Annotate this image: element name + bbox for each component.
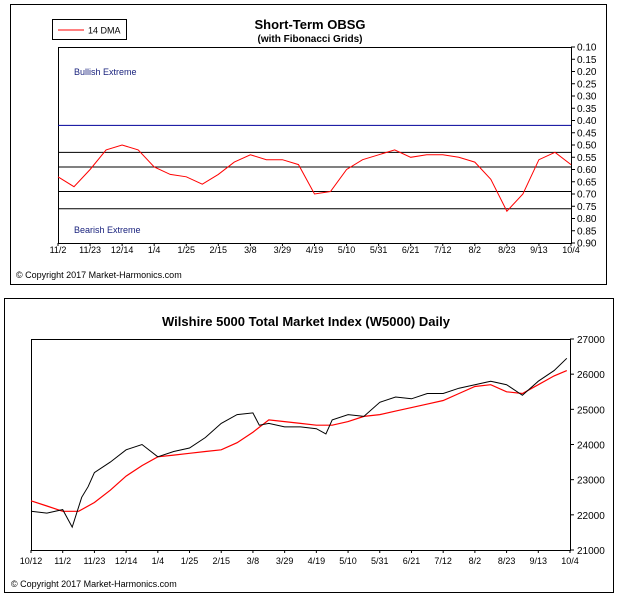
w5000-ytick-label-3: 24000 — [577, 441, 605, 452]
w5000-moving-average-line — [30, 370, 568, 512]
w5000-xtick-label-10: 5/10 — [339, 556, 357, 566]
obsg-14dma-series-line — [57, 144, 572, 213]
obsg-ytick-label-12: 0.70 — [577, 190, 597, 201]
w5000-ytick-label-1: 22000 — [577, 511, 605, 522]
w5000-xtick-label-5: 1/25 — [181, 556, 199, 566]
obsg-ytick-label-6: 0.40 — [577, 116, 597, 127]
w5000-xtick-label-1: 11/2 — [54, 556, 71, 566]
obsg-xtick-label-14: 8/23 — [498, 245, 516, 255]
obsg-xtick-label-15: 9/13 — [530, 245, 548, 255]
w5000-ytick-label-2: 23000 — [577, 476, 605, 487]
obsg-xtick-label-9: 5/10 — [338, 245, 356, 255]
obsg-plot-area — [58, 47, 572, 244]
w5000-xtick-label-13: 7/12 — [434, 556, 452, 566]
w5000-price-line — [30, 357, 568, 529]
obsg-ytick-label-16: 0.90 — [577, 239, 597, 250]
w5000-xtick-label-14: 8/2 — [469, 556, 482, 566]
w5000-xtick-label-8: 3/29 — [276, 556, 294, 566]
obsg-xtick-label-12: 7/12 — [434, 245, 452, 255]
obsg-ytick-label-10: 0.60 — [577, 165, 597, 176]
w5000-y-axis: 21000 22000 23000 24000 25000 26000 27000 — [570, 335, 605, 557]
w5000-xtick-label-16: 9/13 — [530, 556, 548, 566]
obsg-xtick-label-5: 2/15 — [210, 245, 228, 255]
obsg-title: Short-Term OBSG — [255, 17, 366, 32]
obsg-xtick-label-2: 12/14 — [111, 245, 134, 255]
obsg-xtick-label-10: 5/31 — [370, 245, 388, 255]
w5000-xtick-label-4: 1/4 — [152, 556, 165, 566]
w5000-ytick-label-0: 21000 — [577, 546, 605, 557]
bearish-extreme-label: Bearish Extreme — [74, 225, 141, 235]
obsg-xtick-label-16: 10/4 — [562, 245, 580, 255]
w5000-xtick-label-7: 3/8 — [247, 556, 260, 566]
w5000-title: Wilshire 5000 Total Market Index (W5000)… — [162, 314, 451, 329]
obsg-ytick-label-5: 0.35 — [577, 104, 597, 115]
obsg-ytick-label-11: 0.65 — [577, 177, 597, 188]
w5000-plot-area — [31, 339, 571, 551]
obsg-ytick-label-7: 0.45 — [577, 128, 597, 139]
obsg-xtick-label-6: 3/8 — [244, 245, 257, 255]
obsg-legend-label: 14 DMA — [88, 26, 121, 36]
w5000-ytick-label-5: 26000 — [577, 370, 605, 381]
w5000-xtick-label-11: 5/31 — [371, 556, 389, 566]
obsg-ytick-label-1: 0.15 — [577, 55, 597, 66]
obsg-ytick-label-9: 0.55 — [577, 153, 597, 164]
w5000-xtick-label-17: 10/4 — [561, 556, 579, 566]
w5000-xtick-label-0: 10/12 — [20, 556, 43, 566]
w5000-xtick-label-12: 6/21 — [403, 556, 421, 566]
w5000-ytick-label-6: 27000 — [577, 335, 605, 346]
w5000-xtick-label-2: 11/23 — [83, 556, 105, 566]
w5000-xtick-label-3: 12/14 — [115, 556, 138, 566]
w5000-copyright: © Copyright 2017 Market-Harmonics.com — [11, 579, 177, 589]
obsg-xtick-label-11: 6/21 — [402, 245, 420, 255]
obsg-ytick-label-8: 0.50 — [577, 141, 597, 152]
obsg-ytick-label-14: 0.80 — [577, 214, 597, 225]
obsg-subtitle: (with Fibonacci Grids) — [257, 34, 362, 45]
obsg-x-axis: 11/2 11/23 12/14 1/4 1/25 2/15 3/8 3/29 4/19 5/10… — [50, 243, 580, 255]
w5000-x-axis: 10/12 11/2 11/23 12/14 1/4 1/25 2/15 3/8 3/29 4/1… — [20, 550, 579, 566]
obsg-y-axis: 0.100.150.200.25 0.300.350.400.45 0.500.55… — [571, 43, 597, 250]
obsg-xtick-label-13: 8/2 — [469, 245, 482, 255]
obsg-xtick-label-7: 3/29 — [274, 245, 292, 255]
obsg-xtick-label-1: 11/23 — [79, 245, 101, 255]
obsg-ytick-label-4: 0.30 — [577, 92, 597, 103]
bullish-extreme-label: Bullish Extreme — [74, 67, 137, 77]
w5000-xtick-label-6: 2/15 — [212, 556, 230, 566]
obsg-ytick-label-2: 0.20 — [577, 67, 597, 78]
obsg-xtick-label-3: 1/4 — [148, 245, 161, 255]
w5000-xtick-label-9: 4/19 — [308, 556, 326, 566]
obsg-xtick-label-8: 4/19 — [306, 245, 324, 255]
obsg-legend: 14 DMA — [52, 19, 127, 40]
fibonacci-grid-lines — [58, 151, 571, 210]
obsg-ytick-label-0: 0.10 — [577, 43, 597, 54]
obsg-xtick-label-0: 11/2 — [50, 245, 67, 255]
w5000-ytick-label-4: 25000 — [577, 405, 605, 416]
obsg-ytick-label-13: 0.75 — [577, 202, 597, 213]
obsg-copyright: © Copyright 2017 Market-Harmonics.com — [16, 270, 182, 280]
obsg-xtick-label-4: 1/25 — [177, 245, 195, 255]
obsg-ytick-label-15: 0.85 — [577, 226, 597, 237]
obsg-ytick-label-3: 0.25 — [577, 79, 597, 90]
w5000-xtick-label-15: 8/23 — [498, 556, 516, 566]
obsg-legend-box — [52, 19, 127, 40]
